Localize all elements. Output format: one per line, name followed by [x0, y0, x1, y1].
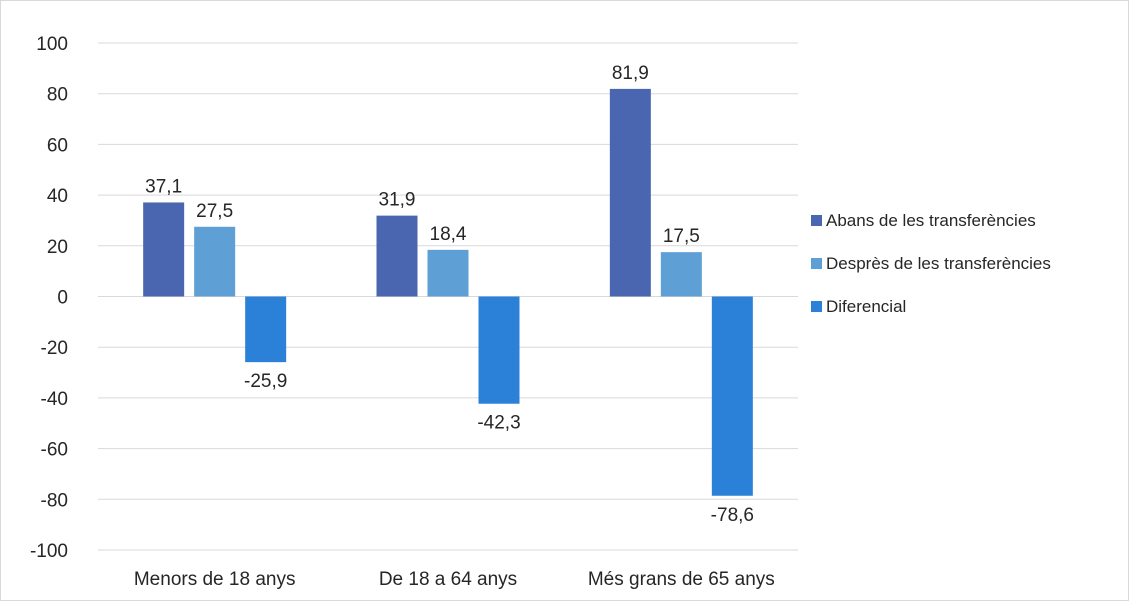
legend-label: Abans de les transferències: [826, 211, 1036, 230]
data-label: 27,5: [196, 201, 233, 222]
data-label: 18,4: [430, 224, 467, 245]
bar: [609, 88, 651, 297]
bar: [194, 226, 236, 297]
legend: Abans de les transferències Desprès de le…: [811, 211, 1051, 316]
y-tick-label: -80: [41, 490, 68, 511]
y-tick-label: 40: [47, 186, 68, 207]
data-label: 31,9: [379, 190, 416, 211]
bar: [478, 296, 520, 404]
legend-swatch: [811, 301, 822, 312]
y-tick-label: -100: [30, 541, 68, 562]
legend-swatch: [811, 258, 822, 269]
y-tick-label: -40: [41, 389, 68, 410]
y-tick-label: 100: [36, 34, 68, 55]
x-axis-categories: Menors de 18 anys De 18 a 64 anys Més gran…: [134, 569, 775, 590]
bar: [427, 249, 469, 297]
data-label: -25,9: [244, 371, 287, 392]
y-tick-label: -20: [41, 338, 68, 359]
x-category-label: Menors de 18 anys: [134, 569, 296, 590]
y-axis-ticks: 100 80 60 40 20 0 -20 -40 -60 -80 -100: [30, 34, 68, 562]
data-label: -78,6: [711, 505, 754, 526]
y-tick-label: -60: [41, 440, 68, 461]
bars: [143, 88, 753, 496]
bar: [711, 296, 753, 496]
data-label: 81,9: [612, 63, 649, 84]
data-label: -42,3: [477, 413, 520, 434]
y-tick-label: 60: [47, 135, 68, 156]
bar: [660, 252, 702, 297]
x-category-label: De 18 a 64 anys: [379, 569, 517, 590]
y-tick-label: 0: [57, 288, 68, 309]
x-category-label: Més grans de 65 anys: [588, 569, 775, 590]
bar: [376, 215, 418, 297]
legend-label: Diferencial: [826, 297, 906, 316]
legend-label: Desprès de les transferències: [826, 254, 1051, 273]
y-tick-label: 80: [47, 85, 68, 106]
data-label: 17,5: [663, 226, 700, 247]
data-labels: 37,1 27,5 -25,9 31,9 18,4 -42,3 81,9 17,5 -78,6: [145, 63, 754, 526]
bar: [143, 202, 185, 297]
bar: [245, 296, 287, 363]
legend-swatch: [811, 215, 822, 226]
data-label: 37,1: [145, 176, 182, 197]
y-tick-label: 20: [47, 237, 68, 258]
